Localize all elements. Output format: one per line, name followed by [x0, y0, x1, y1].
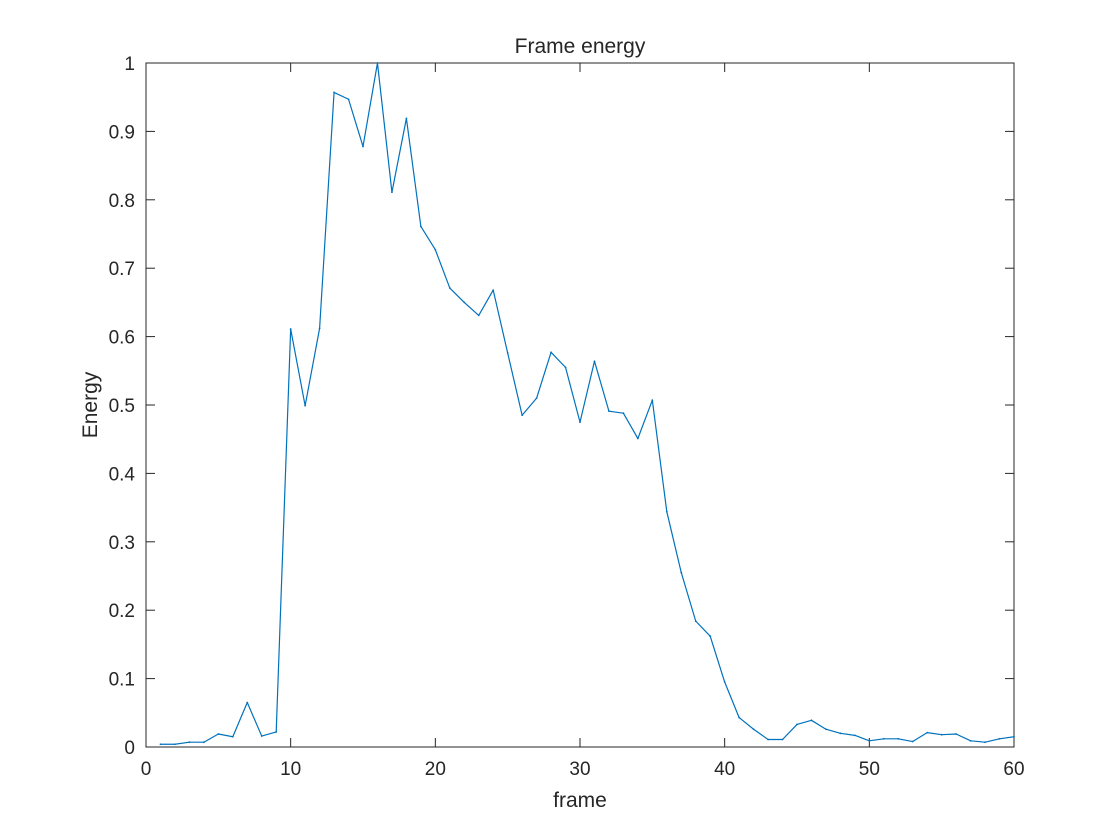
x-tick-label: 10 — [280, 759, 301, 780]
data-point — [318, 327, 321, 330]
data-point — [246, 701, 249, 704]
data-point — [796, 723, 798, 726]
data-point — [492, 289, 495, 291]
y-tick-label: 0.2 — [109, 601, 135, 622]
data-point — [159, 743, 162, 746]
data-point — [752, 728, 755, 731]
data-point — [839, 732, 842, 735]
data-point — [998, 737, 1001, 740]
x-tick-label: 0 — [141, 759, 152, 780]
x-axis-ticks: 0 10 20 30 40 50 60 — [141, 63, 1025, 780]
x-tick-label: 20 — [425, 759, 446, 780]
data-point — [767, 738, 769, 741]
data-point — [636, 437, 639, 440]
x-axis-label: frame — [553, 789, 607, 812]
data-point — [231, 735, 234, 738]
data-point — [347, 98, 350, 101]
data-point — [911, 740, 914, 743]
data-point — [709, 635, 712, 638]
y-tick-label: 0.6 — [109, 328, 135, 349]
data-point — [694, 620, 697, 623]
data-point — [984, 741, 986, 744]
data-point — [405, 117, 408, 120]
data-point — [188, 741, 191, 744]
data-point — [940, 733, 943, 736]
data-point — [955, 733, 958, 735]
data-point — [810, 719, 813, 722]
plot-area — [145, 62, 1015, 748]
data-point — [622, 412, 625, 415]
y-tick-label: 0.9 — [109, 122, 135, 143]
y-tick-label: 0.3 — [109, 533, 135, 554]
data-point — [535, 397, 538, 400]
y-axis-label: Energy — [79, 371, 102, 438]
data-point — [333, 91, 335, 94]
data-point — [969, 739, 972, 742]
data-point — [897, 737, 900, 740]
data-point — [275, 731, 278, 733]
data-point — [781, 738, 784, 741]
series-line-energy — [160, 62, 1015, 745]
data-point — [260, 735, 263, 737]
x-tick-label: 60 — [1003, 759, 1024, 780]
data-point — [723, 681, 726, 683]
data-point — [448, 287, 451, 289]
data-point — [419, 225, 422, 228]
data-point — [304, 404, 307, 407]
data-point — [174, 743, 176, 746]
data-point — [217, 733, 220, 735]
data-point — [434, 248, 437, 251]
data-point — [550, 351, 552, 354]
data-point — [738, 716, 741, 719]
data-point — [926, 731, 929, 734]
data-point — [376, 62, 379, 64]
data-point — [853, 734, 856, 737]
data-point — [868, 739, 871, 742]
data-point — [463, 301, 466, 304]
y-tick-label: 0.4 — [109, 464, 136, 485]
chart-title: Frame energy — [515, 35, 646, 58]
y-tick-label: 0 — [124, 738, 135, 759]
data-point — [882, 737, 885, 740]
data-point — [521, 414, 524, 417]
data-point — [477, 314, 480, 317]
data-point — [289, 328, 292, 330]
data-point — [362, 145, 364, 148]
x-tick-label: 40 — [714, 759, 735, 780]
y-tick-label: 0.8 — [109, 191, 135, 212]
data-point — [506, 352, 509, 354]
y-tick-label: 0.7 — [109, 259, 135, 280]
data-point — [651, 399, 654, 402]
data-point — [825, 728, 827, 731]
data-point — [680, 571, 683, 574]
y-tick-label: 0.5 — [109, 396, 135, 417]
data-point — [202, 741, 205, 744]
series-layer — [159, 62, 1015, 746]
data-point — [391, 191, 393, 194]
y-tick-label: 1 — [124, 54, 135, 75]
y-axis-ticks: 0 0.1 0.2 0.3 0.4 0.5 0.6 0.7 0.8 0.9 1 — [109, 54, 1014, 759]
data-point — [579, 421, 581, 423]
data-point — [608, 410, 610, 413]
data-point — [665, 510, 668, 513]
x-tick-label: 50 — [859, 759, 880, 780]
data-point — [564, 366, 567, 369]
data-point — [593, 360, 596, 363]
data-point — [1013, 735, 1015, 738]
x-tick-label: 30 — [569, 759, 590, 780]
y-tick-label: 0.1 — [109, 670, 135, 691]
